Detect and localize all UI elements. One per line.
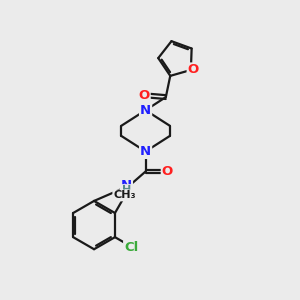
Text: N: N: [140, 104, 151, 117]
Text: O: O: [188, 64, 199, 76]
Text: N: N: [140, 145, 151, 158]
Text: O: O: [138, 89, 150, 102]
Text: N: N: [121, 178, 132, 191]
Text: Cl: Cl: [124, 241, 138, 254]
Text: H: H: [122, 185, 131, 195]
Text: O: O: [162, 165, 173, 178]
Text: CH₃: CH₃: [113, 190, 136, 200]
